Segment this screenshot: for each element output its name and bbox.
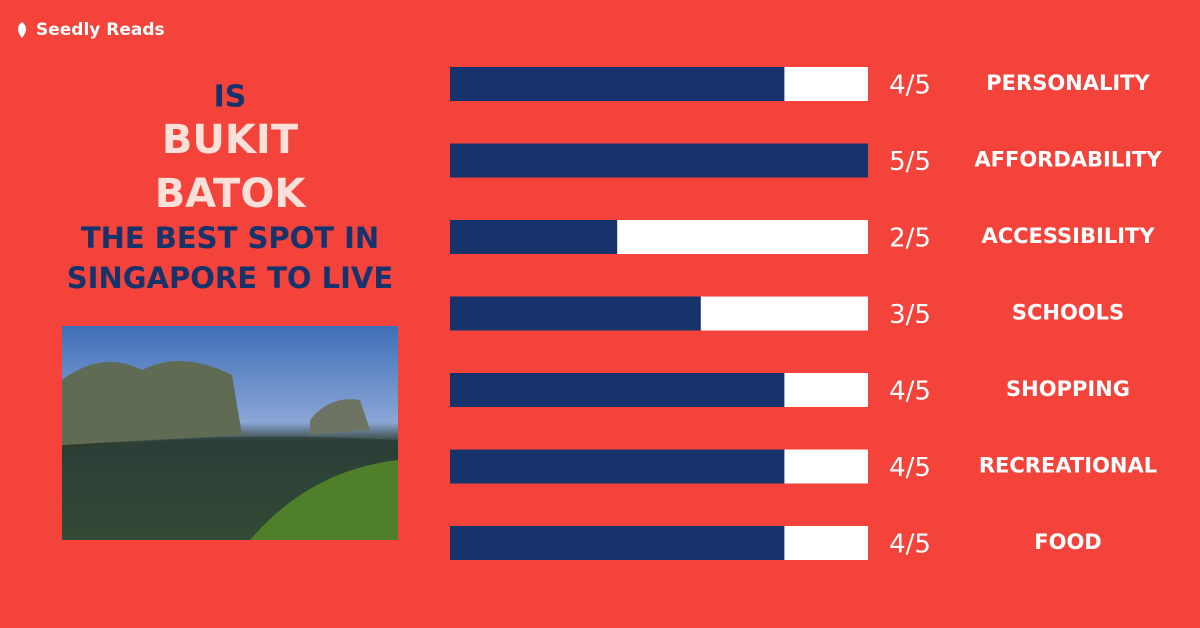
bar: [450, 143, 868, 178]
headline-line: SINGAPORE TO LIVE: [67, 261, 393, 295]
photo: [62, 326, 398, 540]
category-label: PERSONALITY: [986, 71, 1150, 95]
bar-chart: 4/5 PERSONALITY 5/5 AFFORDABILITY 2/5 ACCESSI…: [450, 67, 1162, 560]
value-label: 4/5: [889, 71, 931, 101]
brand-logo: [18, 22, 26, 38]
photo-grass: [250, 460, 398, 540]
bar: [450, 67, 785, 101]
value-label: 4/5: [889, 530, 931, 560]
headline-line: IS: [214, 80, 247, 115]
bar: [450, 296, 701, 331]
category-label: RECREATIONAL: [979, 454, 1157, 478]
brand: Seedly Reads: [36, 20, 165, 40]
headline-line: BATOK: [155, 171, 308, 217]
category-label: SHOPPING: [1006, 377, 1130, 401]
category-label: ACCESSIBILITY: [981, 224, 1155, 248]
headline-line: THE BEST SPOT IN: [81, 221, 379, 255]
headline-line: BUKIT: [162, 117, 299, 163]
value-label: 2/5: [889, 224, 931, 254]
category-label: SCHOOLS: [1012, 301, 1124, 325]
photo-rock: [62, 361, 242, 445]
bar: [450, 449, 785, 484]
category-label: AFFORDABILITY: [974, 148, 1162, 172]
photo-rock: [310, 399, 370, 435]
value-label: 3/5: [889, 300, 931, 330]
bar: [450, 373, 785, 407]
value-label: 4/5: [889, 453, 931, 483]
value-label: 5/5: [889, 147, 931, 177]
bar: [450, 220, 618, 254]
category-label: FOOD: [1034, 530, 1101, 554]
value-label: 4/5: [889, 377, 931, 407]
bar: [450, 526, 785, 560]
